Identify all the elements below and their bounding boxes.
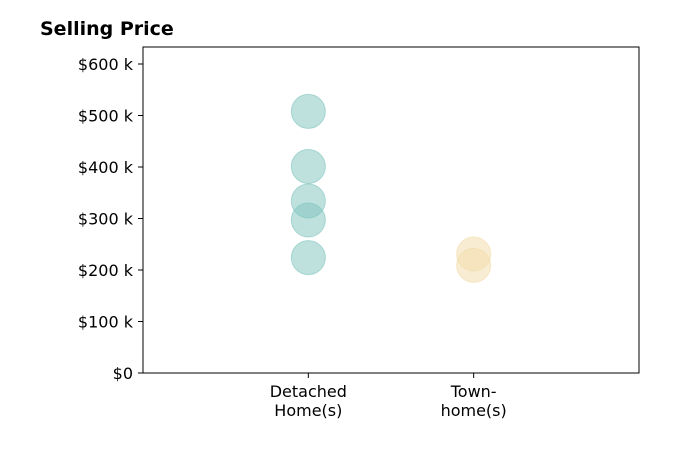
x-tick-label-line: Detached <box>270 382 347 401</box>
data-point <box>290 148 326 184</box>
data-point <box>290 240 326 276</box>
data-point <box>290 93 326 129</box>
chart-title: Selling Price <box>40 18 174 40</box>
data-point <box>456 247 492 283</box>
x-tick-label: Town-home(s) <box>441 382 507 420</box>
y-tick-label: $400 k <box>78 158 134 177</box>
x-tick-label-line: home(s) <box>441 401 507 420</box>
y-axis: $0 $100 k $200 k $300 k $400 k $500 k $600 k <box>78 55 143 383</box>
y-tick-label: $500 k <box>78 106 134 125</box>
x-tick-label: Detached Home(s) <box>270 382 347 420</box>
data-points <box>290 93 492 283</box>
y-tick-label: $100 k <box>78 312 134 331</box>
x-axis: Detached Home(s) Town-home(s) <box>270 373 507 420</box>
data-point <box>290 202 326 238</box>
y-tick-label: $600 k <box>78 55 134 74</box>
y-tick-label: $200 k <box>78 261 134 280</box>
y-tick-label: $0 <box>113 364 133 383</box>
plot-area-frame <box>142 46 640 374</box>
x-tick-label-line: Home(s) <box>274 401 342 420</box>
x-tick-label-line: Town- <box>450 382 497 401</box>
y-tick-label: $300 k <box>78 209 134 228</box>
